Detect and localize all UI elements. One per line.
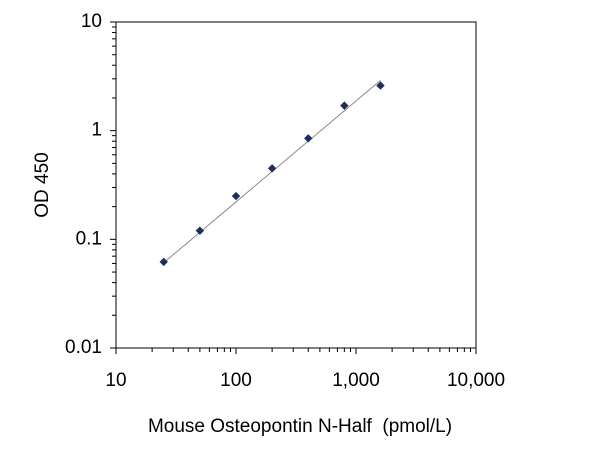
y-tick-label-0.1: 0.1 (76, 228, 102, 249)
y-tick-label-1: 1 (91, 120, 102, 141)
y-tick-label-10: 10 (81, 11, 102, 32)
x-tick-label-1000: 1,000 (332, 370, 380, 391)
data-point (195, 226, 205, 235)
data-point (159, 257, 168, 267)
y-tick-label-0.01: 0.01 (65, 337, 102, 358)
data-point (304, 134, 313, 143)
x-tick-label-10000: 10,000 (447, 370, 505, 391)
data-points (159, 81, 385, 267)
plot-area (115, 21, 477, 349)
x-tick-label-100: 100 (220, 370, 252, 391)
data-point (340, 101, 349, 110)
data-point (267, 164, 277, 173)
y-axis-title: OD 450 (32, 152, 53, 217)
x-tick-label-10: 10 (105, 370, 126, 391)
data-point (376, 81, 385, 90)
data-point (231, 191, 241, 201)
axis-ticks (110, 21, 477, 354)
x-axis-title: Mouse Osteopontin N-Half (pmol/L) (148, 416, 452, 437)
